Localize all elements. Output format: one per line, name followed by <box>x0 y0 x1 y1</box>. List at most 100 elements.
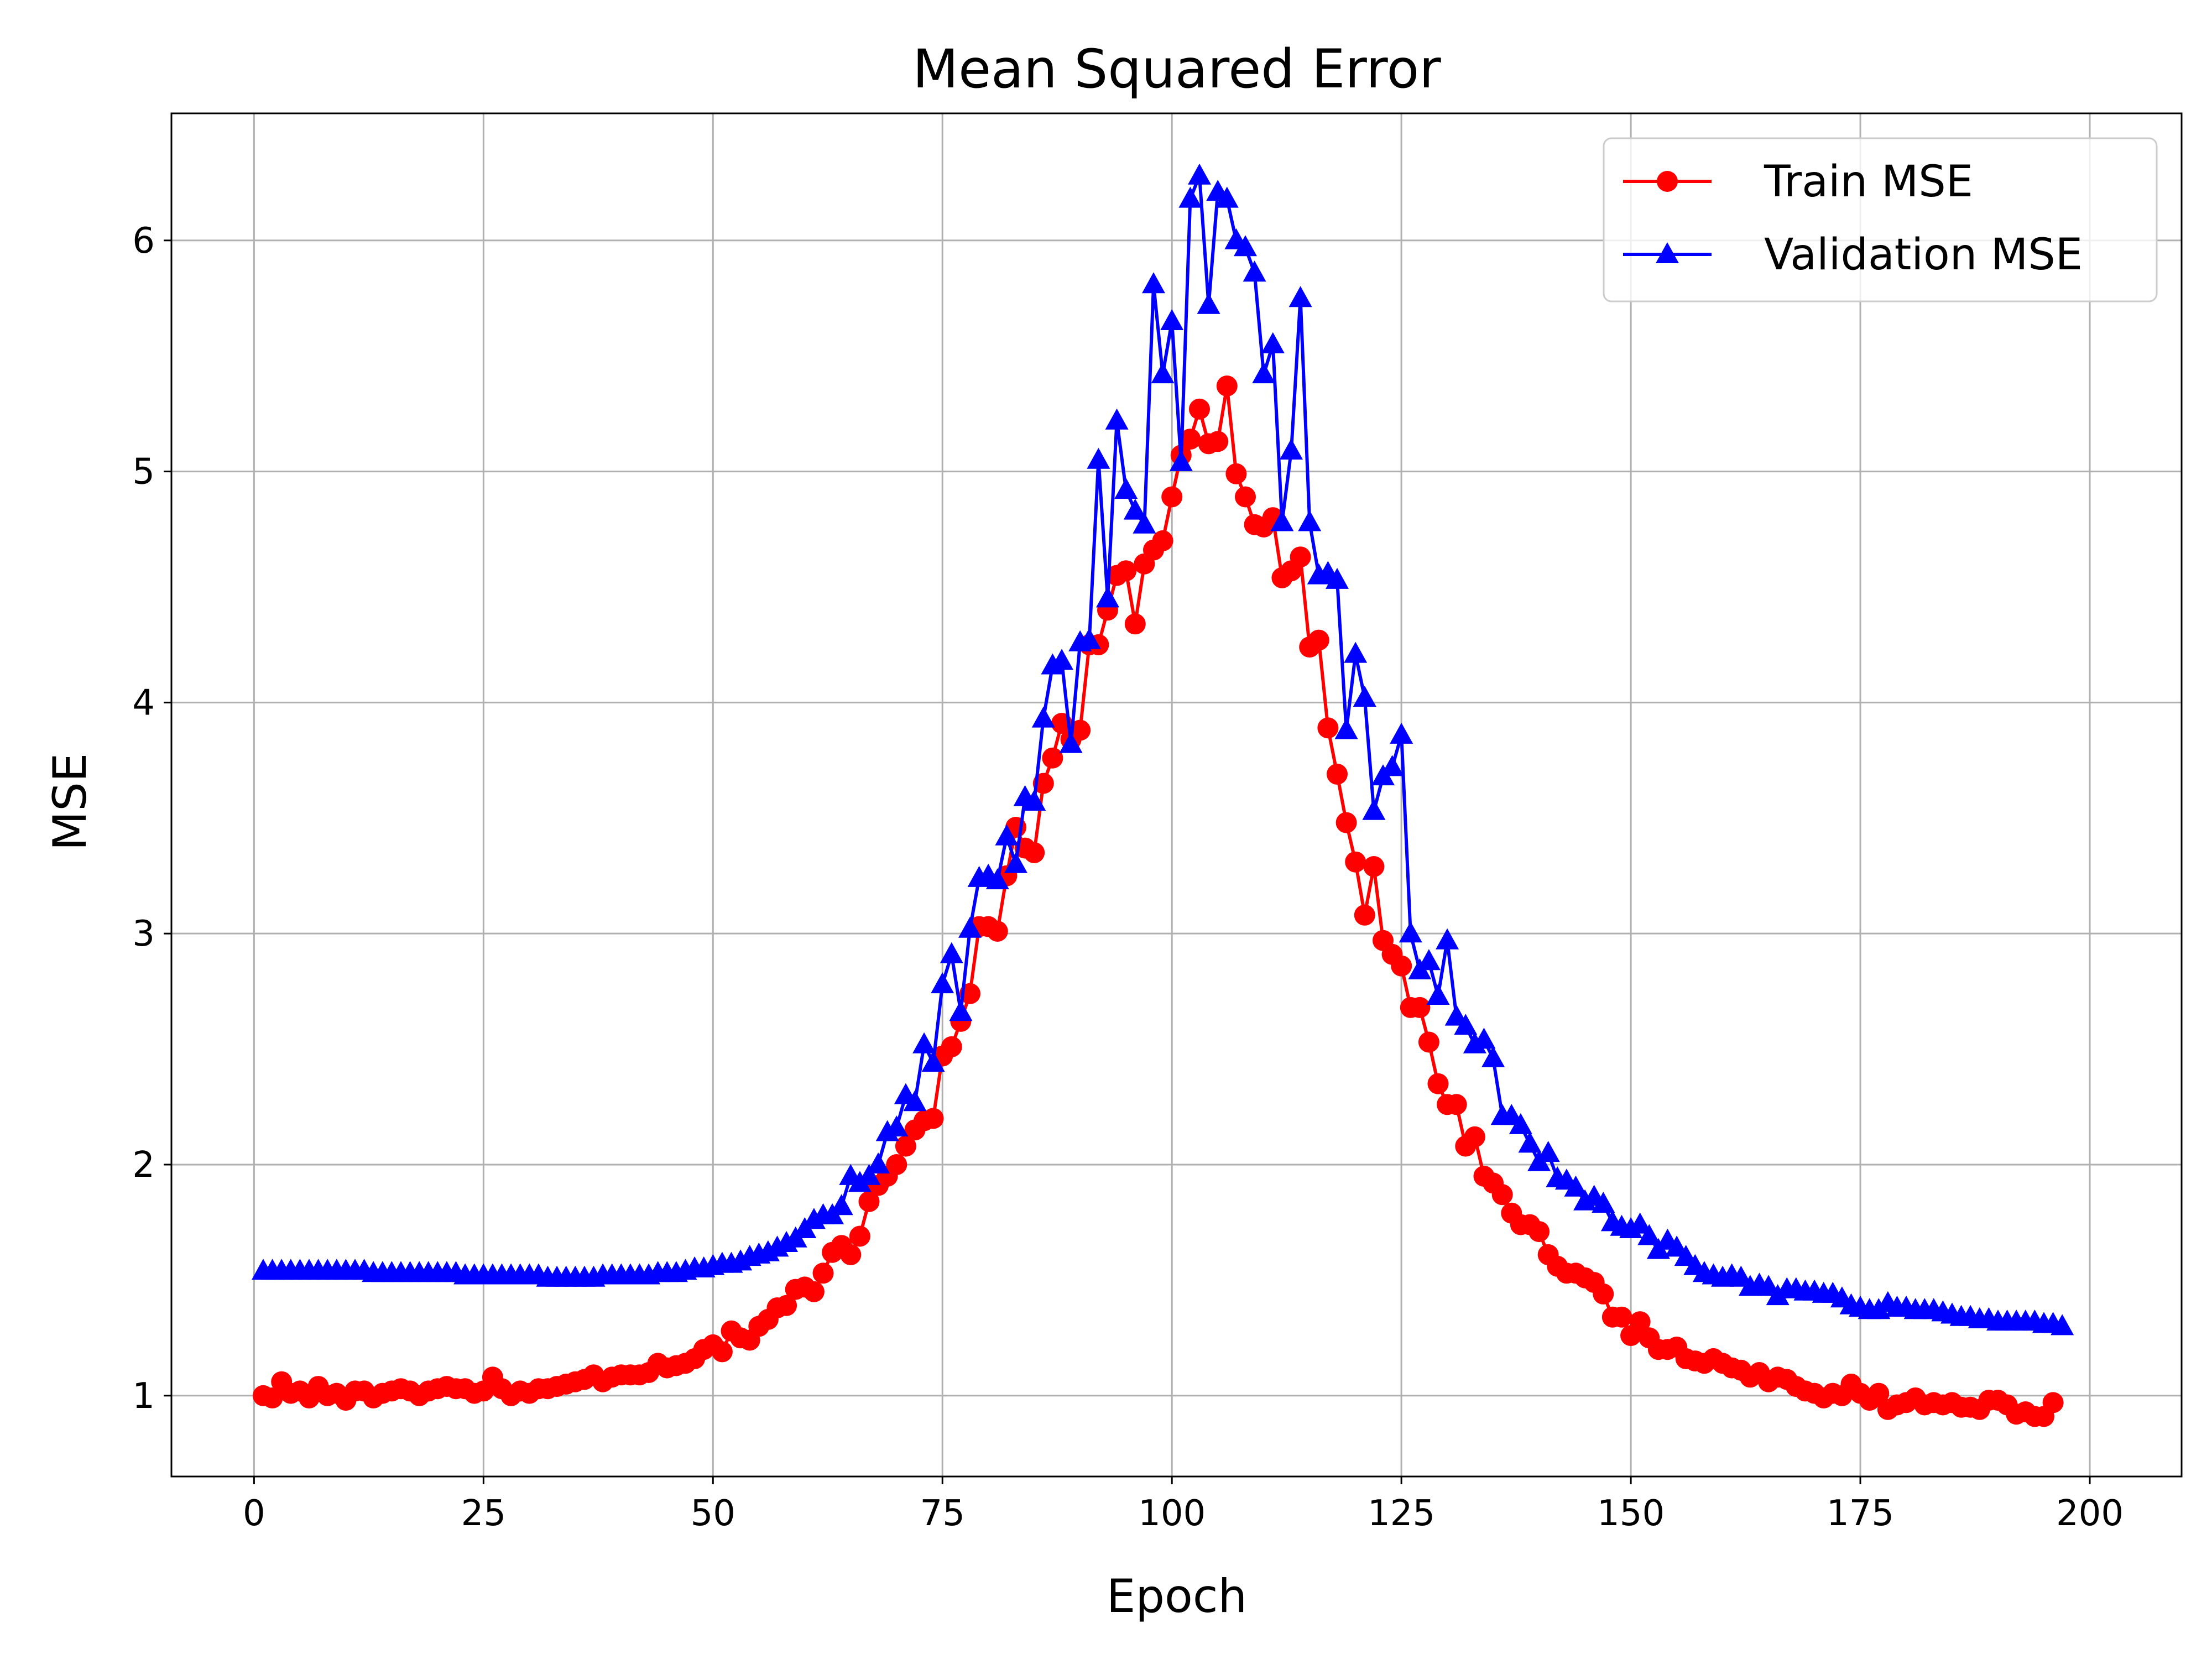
train-mse-point <box>1629 1311 1651 1333</box>
series-train-mse <box>253 375 2064 1427</box>
train-mse-point <box>776 1295 797 1316</box>
x-axis-title: Epoch <box>1107 1569 1247 1623</box>
validation-mse-point <box>1518 1131 1542 1153</box>
train-mse-point <box>849 1225 870 1247</box>
validation-mse-point <box>1234 235 1257 257</box>
validation-mse-point <box>1280 439 1303 460</box>
validation-mse-point <box>949 1000 973 1021</box>
validation-mse-point <box>1380 755 1404 776</box>
chart-title: Mean Squared Error <box>912 38 1441 100</box>
validation-mse-point <box>912 1032 936 1053</box>
validation-mse-point <box>1059 732 1083 753</box>
validation-mse-point <box>1270 510 1294 531</box>
validation-mse-point <box>1252 362 1276 384</box>
validation-mse-point <box>1188 163 1211 185</box>
validation-mse-point <box>1105 408 1129 430</box>
validation-mse-point <box>1426 984 1450 1005</box>
train-mse-point <box>1317 717 1339 739</box>
train-mse-point <box>803 1281 825 1302</box>
validation-mse-point <box>921 1051 945 1072</box>
train-mse-point <box>1611 1306 1632 1328</box>
train-mse-point <box>1042 747 1063 769</box>
validation-mse-point <box>1509 1113 1532 1134</box>
validation-mse-point <box>1197 293 1220 314</box>
train-mse-point <box>1180 429 1201 450</box>
validation-mse-point <box>931 972 954 994</box>
train-mse-point <box>1409 997 1431 1018</box>
train-mse-point <box>1427 1073 1449 1094</box>
train-mse-point <box>1593 1283 1614 1305</box>
validation-mse-point <box>1288 286 1312 307</box>
legend-box <box>1603 137 2158 302</box>
validation-mse-point <box>885 1115 909 1137</box>
validation-mse-point <box>1592 1192 1615 1213</box>
train-mse-point <box>1070 719 1091 741</box>
y-axis-title: MSE <box>43 753 97 851</box>
plot-area-frame <box>170 112 2183 1478</box>
train-mse-point <box>895 1135 916 1157</box>
validation-mse-point <box>1004 852 1027 873</box>
validation-mse-point <box>1123 498 1147 520</box>
train-mse-point <box>2042 1392 2064 1413</box>
series-validation-mse <box>252 163 2074 1335</box>
validation-mse-point <box>1114 478 1138 499</box>
y-tick-label: 3 <box>132 914 155 954</box>
validation-mse-point <box>1536 1141 1560 1162</box>
y-tick-label: 6 <box>132 221 155 262</box>
train-mse-point <box>262 1387 283 1408</box>
validation-mse-point <box>1077 628 1101 649</box>
validation-mse-point <box>867 1152 890 1173</box>
validation-mse-point <box>1096 586 1119 608</box>
validation-mse-point <box>2051 1314 2074 1335</box>
validation-mse-point <box>1087 447 1110 469</box>
validation-mse-point <box>1142 272 1165 294</box>
x-tick-label: 0 <box>243 1493 265 1534</box>
validation-mse-point <box>903 1090 927 1112</box>
validation-mse-point <box>1399 921 1422 943</box>
validation-mse-point <box>1133 512 1156 534</box>
axis-ticks: 0 25 50 75 100 125 150 175 200 1 2 3 4 5 6 <box>132 221 2124 1534</box>
train-mse-point <box>1115 560 1137 582</box>
validation-mse-point <box>1628 1212 1652 1234</box>
validation-mse-point <box>1178 186 1202 208</box>
validation-mse-point <box>1390 722 1413 744</box>
validation-mse-point <box>1160 309 1184 330</box>
validation-mse-point <box>1261 332 1285 353</box>
train-mse-point <box>1327 763 1348 785</box>
legend-train-marker <box>1657 171 1678 192</box>
train-mse-point <box>1491 1184 1513 1206</box>
validation-mse-point <box>1454 1014 1478 1035</box>
train-mse-point <box>1216 375 1238 397</box>
validation-mse-point <box>1215 186 1239 208</box>
train-mse-point <box>1418 1031 1439 1053</box>
train-mse-point <box>987 921 1008 942</box>
train-mse-point <box>858 1191 880 1212</box>
validation-mse-point <box>1326 567 1349 589</box>
x-tick-label: 200 <box>2056 1493 2124 1534</box>
y-tick-label: 4 <box>132 682 155 723</box>
train-mse-point <box>1391 955 1412 977</box>
train-mse-point <box>1446 1094 1467 1115</box>
validation-mse-point <box>1298 510 1322 531</box>
y-tick-label: 1 <box>132 1376 155 1417</box>
x-tick-label: 50 <box>691 1493 735 1534</box>
train-mse-point <box>711 1341 733 1363</box>
x-tick-label: 25 <box>461 1493 506 1534</box>
validation-mse-point <box>1436 928 1459 950</box>
x-tick-label: 125 <box>1368 1493 1435 1534</box>
validation-mse-point <box>1050 649 1073 670</box>
y-tick-label: 2 <box>132 1145 155 1186</box>
legend-validation-marker <box>1656 242 1679 263</box>
train-mse-point <box>1161 486 1183 508</box>
x-tick-label: 75 <box>920 1493 965 1534</box>
train-mse-point <box>1308 629 1329 651</box>
train-mse-point <box>812 1262 834 1284</box>
train-mse-point <box>1189 398 1210 420</box>
validation-mse-point <box>1417 949 1441 971</box>
validation-mse-point <box>1637 1224 1661 1245</box>
x-tick-label: 150 <box>1597 1493 1665 1534</box>
validation-mse-point <box>1564 1175 1588 1197</box>
train-mse-point <box>1235 486 1256 508</box>
train-mse-point <box>886 1154 907 1175</box>
